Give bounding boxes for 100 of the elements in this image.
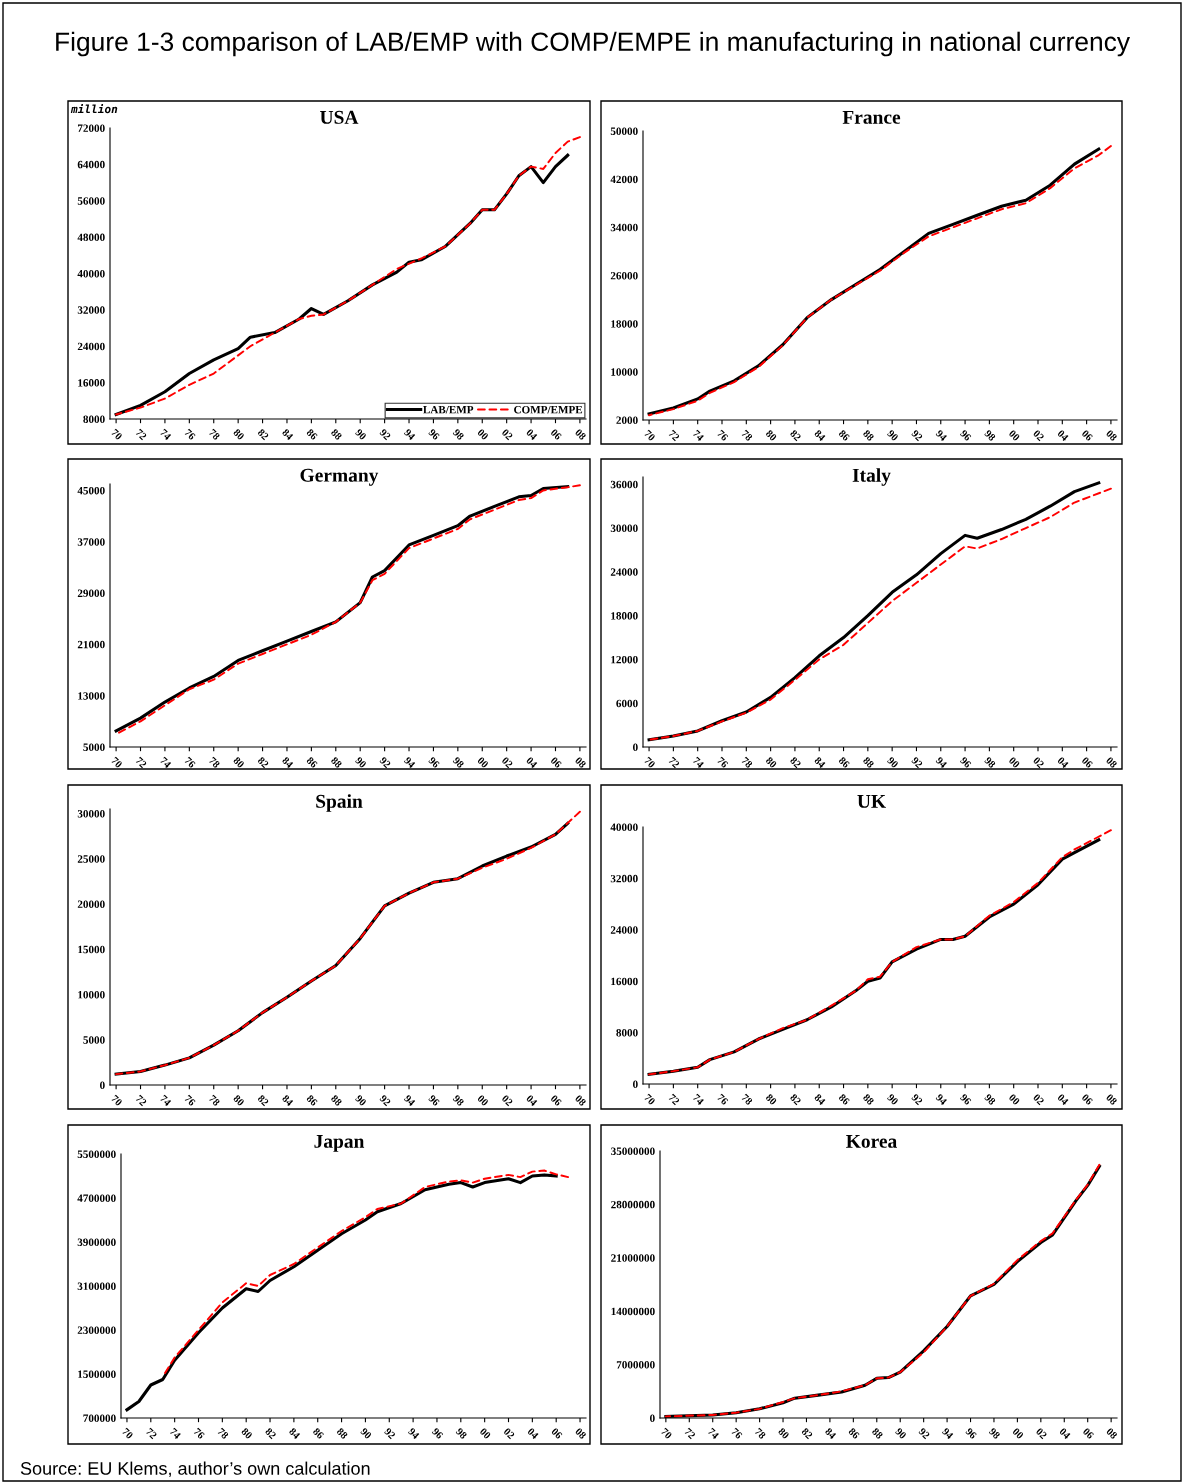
x-tick-label: 82 <box>789 756 802 769</box>
x-tick-label: 74 <box>169 1427 182 1440</box>
y-tick-label: 24000 <box>610 568 638 576</box>
x-tick-label: 04 <box>527 1427 540 1440</box>
x-tick-label: 06 <box>550 756 563 769</box>
x-tick-label: 70 <box>121 1427 134 1440</box>
x-tick-label: 78 <box>208 1094 221 1107</box>
x-tick-label: 80 <box>777 1427 790 1440</box>
x-tick-label: 94 <box>935 756 948 769</box>
x-tick-label: 90 <box>360 1427 372 1440</box>
x-tick-label: 00 <box>1008 1093 1021 1106</box>
x-tick-label: 76 <box>184 428 196 441</box>
x-tick-label: 88 <box>330 1094 343 1107</box>
x-tick-label: 88 <box>862 1093 875 1106</box>
y-tick-label: 25000 <box>77 855 105 863</box>
x-tick-label: 82 <box>801 1427 813 1440</box>
x-tick-label: 00 <box>477 428 489 441</box>
x-tick-label: 90 <box>354 756 367 769</box>
y-tick-label: 21000000 <box>611 1254 655 1262</box>
x-tick-label: 02 <box>1032 1093 1045 1106</box>
x-tick-label: 08 <box>574 756 587 769</box>
x-tick-label: 74 <box>692 429 705 442</box>
y-tick-label: 24000 <box>610 926 638 934</box>
y-tick-label: 14000000 <box>611 1307 655 1316</box>
x-tick-label: 96 <box>959 429 972 442</box>
x-tick-label: 00 <box>479 1427 492 1440</box>
x-tick-label: 04 <box>525 756 538 769</box>
y-tick-label: 2300000 <box>77 1326 116 1334</box>
chart-title: Korea <box>846 1134 897 1148</box>
x-tick-label: 72 <box>668 756 680 769</box>
x-tick-label: 00 <box>477 756 489 769</box>
x-tick-label: 96 <box>428 1094 441 1107</box>
x-tick-label: 80 <box>765 756 778 769</box>
y-tick-label: 16000 <box>611 977 638 986</box>
x-tick-label: 96 <box>428 756 441 769</box>
y-tick-label: 34000 <box>610 223 638 232</box>
y-tick-label: 700000 <box>83 1414 116 1422</box>
x-tick-label: 86 <box>838 1093 851 1106</box>
x-tick-label: 78 <box>741 1093 753 1106</box>
caption: Figure 1-3 comparison of LAB/EMP with COMP/EMPE in manufacturing in national currency <box>56 31 1131 57</box>
x-tick-label: 98 <box>452 1094 465 1107</box>
y-tick-label: 36000 <box>610 480 638 489</box>
x-tick-label: 02 <box>1035 1427 1048 1440</box>
x-tick-label: 74 <box>692 756 705 769</box>
x-tick-label: 78 <box>741 756 753 769</box>
x-tick-label: 04 <box>1057 429 1069 442</box>
x-tick-label: 86 <box>306 428 318 441</box>
x-tick-label: 80 <box>232 756 245 769</box>
x-tick-label: 86 <box>838 429 851 442</box>
y-tick-label: 30000 <box>77 809 105 818</box>
x-tick-label: 90 <box>886 429 899 442</box>
y-tick-label: 10000 <box>78 990 105 999</box>
x-tick-label: 94 <box>935 429 948 442</box>
x-tick-label: 72 <box>135 756 147 769</box>
x-tick-label: 98 <box>988 1427 1001 1440</box>
x-tick-label: 84 <box>281 1094 294 1107</box>
x-tick-label: 80 <box>232 1094 245 1107</box>
x-tick-label: 90 <box>354 1094 367 1107</box>
y-tick-label: 29000 <box>77 589 105 598</box>
x-tick-label: 76 <box>716 1093 729 1106</box>
x-tick-label: 72 <box>684 1427 696 1440</box>
x-tick-label: 78 <box>208 756 221 769</box>
x-tick-label: 02 <box>501 428 514 441</box>
y-tick-label: 35000000 <box>611 1147 655 1155</box>
x-tick-label: 82 <box>257 1094 270 1107</box>
x-tick-label: 76 <box>184 756 196 769</box>
x-tick-label: 88 <box>330 428 343 441</box>
x-tick-label: 70 <box>111 756 123 769</box>
x-tick-label: 08 <box>1105 429 1118 442</box>
x-tick-label: 76 <box>716 429 729 442</box>
y-tick-label: 30000 <box>610 524 638 533</box>
chart-title: Germany <box>300 468 379 486</box>
y-tick-label: 42000 <box>610 175 638 184</box>
x-tick-label: 90 <box>354 428 367 441</box>
x-tick-label: 02 <box>1032 429 1045 442</box>
x-tick-label: 80 <box>765 1093 778 1106</box>
x-tick-label: 92 <box>911 1093 923 1106</box>
x-tick-label: 94 <box>935 1093 948 1106</box>
x-tick-label: 76 <box>716 756 729 769</box>
x-tick-label: 96 <box>965 1427 978 1440</box>
x-tick-label: 94 <box>403 756 416 769</box>
x-tick-label: 72 <box>145 1427 158 1440</box>
x-tick-label: 98 <box>452 428 465 441</box>
x-tick-label: 80 <box>232 428 245 441</box>
x-tick-label: 04 <box>525 428 538 441</box>
x-tick-label: 02 <box>501 756 514 769</box>
x-tick-label: 96 <box>428 428 441 441</box>
source-note: Source: EU Klems, author’s own calculation <box>20 1461 370 1477</box>
x-tick-label: 08 <box>1105 756 1118 769</box>
y-tick-label: 13000 <box>78 692 105 700</box>
x-tick-label: 70 <box>643 429 656 442</box>
y-tick-label: 3900000 <box>77 1238 116 1246</box>
x-tick-label: 74 <box>159 756 172 769</box>
x-tick-label: 84 <box>813 429 826 442</box>
x-tick-label: 98 <box>984 429 996 442</box>
y-tick-label: 4700000 <box>77 1194 116 1202</box>
x-tick-label: 72 <box>668 429 680 442</box>
y-tick-label: 6000 <box>616 699 638 708</box>
y-tick-label: 2000 <box>616 416 638 424</box>
y-tick-label: 64000 <box>77 160 105 169</box>
